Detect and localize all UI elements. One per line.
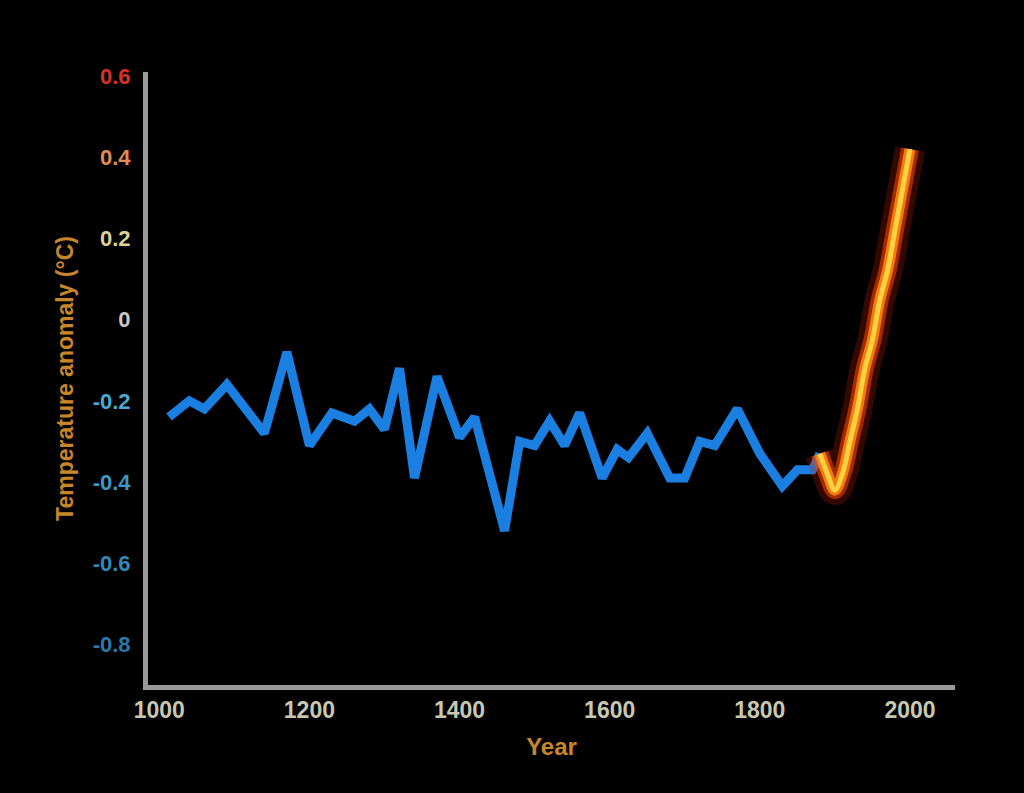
svg-text:1800: 1800 (734, 697, 785, 723)
svg-text:-0.2: -0.2 (93, 389, 131, 414)
svg-text:Year: Year (526, 733, 577, 760)
svg-text:0.2: 0.2 (100, 226, 131, 251)
svg-text:-0.6: -0.6 (93, 551, 131, 576)
svg-text:1000: 1000 (134, 697, 185, 723)
svg-text:1400: 1400 (434, 697, 485, 723)
svg-text:1600: 1600 (584, 697, 635, 723)
svg-text:-0.8: -0.8 (93, 632, 131, 657)
svg-text:0.4: 0.4 (100, 145, 131, 170)
svg-text:0.6: 0.6 (100, 64, 131, 89)
svg-text:1200: 1200 (284, 697, 335, 723)
svg-text:-0.4: -0.4 (93, 470, 132, 495)
svg-text:0: 0 (118, 307, 130, 332)
svg-text:Temperature anomaly (°C): Temperature anomaly (°C) (52, 236, 78, 521)
svg-text:2000: 2000 (884, 697, 935, 723)
